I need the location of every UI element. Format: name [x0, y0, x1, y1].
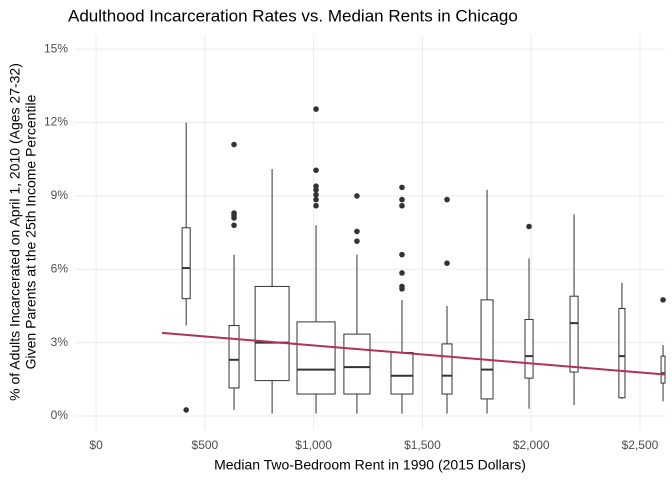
- box: [181, 227, 191, 300]
- outlier: [231, 215, 237, 221]
- outlier: [313, 196, 319, 203]
- outlier: [399, 184, 405, 191]
- box: [343, 333, 371, 395]
- box: [618, 307, 626, 399]
- y-tick-label: 9%: [51, 188, 69, 202]
- y-tick-label: 0%: [51, 408, 69, 422]
- box: [569, 295, 579, 373]
- outlier: [399, 251, 405, 258]
- box: [524, 318, 534, 379]
- y-tick-label: 3%: [51, 335, 69, 349]
- x-tick-label: $2,500: [622, 438, 659, 452]
- outlier: [313, 167, 319, 174]
- outlier: [183, 407, 189, 413]
- x-tick-label: $2,000: [513, 438, 550, 452]
- x-tick-label: $500: [192, 438, 219, 452]
- outlier: [313, 187, 319, 193]
- outlier: [354, 228, 360, 235]
- box: [254, 285, 290, 382]
- outlier: [444, 260, 450, 266]
- outlier: [354, 193, 360, 199]
- outlier: [313, 202, 319, 209]
- outlier: [231, 222, 237, 229]
- outlier: [660, 297, 666, 303]
- box: [441, 343, 453, 395]
- x-tick-label: $0: [89, 438, 103, 452]
- box: [390, 351, 414, 395]
- y-axis-label: % of Adults Incarcerated on April 1, 201…: [7, 63, 23, 401]
- box: [228, 325, 240, 389]
- box: [660, 355, 666, 384]
- y-tick-label: 12%: [44, 115, 68, 129]
- y-tick-label: 15%: [44, 41, 68, 55]
- y-axis-label: Given Parents at the 25th Income Percent…: [23, 94, 39, 369]
- box: [296, 321, 336, 395]
- outlier: [313, 106, 319, 112]
- outlier: [399, 270, 405, 276]
- chart-title: Adulthood Incarceration Rates vs. Median…: [68, 6, 518, 25]
- x-tick-label: $1,000: [295, 438, 332, 452]
- outlier: [399, 202, 405, 209]
- y-tick-label: 6%: [51, 261, 69, 275]
- x-tick-label: $1,500: [404, 438, 441, 452]
- outlier: [399, 196, 405, 203]
- outlier: [444, 196, 450, 203]
- outlier: [526, 223, 532, 230]
- x-axis-label: Median Two-Bedroom Rent in 1990 (2015 Do…: [214, 457, 526, 473]
- trend-line: [161, 331, 666, 376]
- outlier: [399, 286, 405, 292]
- outlier: [231, 141, 237, 148]
- outlier: [313, 191, 319, 198]
- outlier: [354, 238, 360, 244]
- box: [480, 299, 494, 400]
